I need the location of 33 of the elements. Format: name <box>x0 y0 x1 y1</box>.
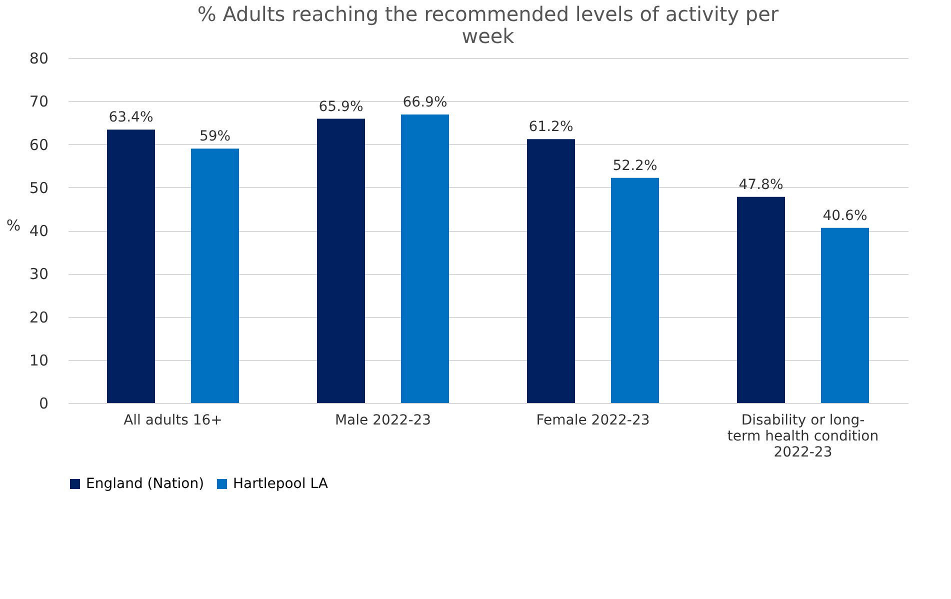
data-label: 59% <box>199 128 231 145</box>
bar <box>737 196 785 403</box>
data-label: 65.9% <box>318 98 364 115</box>
legend-label: England (Nation) <box>86 476 204 492</box>
y-axis-title: % <box>6 216 21 234</box>
bar <box>191 148 239 403</box>
bar <box>317 118 365 403</box>
bar <box>611 178 659 403</box>
y-tick-label: 60 <box>29 136 48 154</box>
y-tick-label: 40 <box>29 222 48 240</box>
bar <box>401 114 449 403</box>
bar <box>527 139 575 403</box>
x-tick-label: Disability or long-term health condition 2022-23 <box>727 412 879 460</box>
y-tick-label: 10 <box>29 351 48 370</box>
bar <box>821 228 869 403</box>
chart-title: % Adults reaching the recommended levels of activity per week <box>197 2 780 48</box>
bar <box>107 130 155 403</box>
x-tick-label: Male 2022-23 <box>334 412 432 428</box>
x-tick-label: All adults 16+ <box>124 412 222 428</box>
legend-label: Hartlepool LA <box>233 476 328 492</box>
data-label: 61.2% <box>528 119 574 136</box>
y-tick-label: 50 <box>29 178 48 197</box>
data-label: 66.9% <box>402 94 448 110</box>
data-label: 47.8% <box>738 176 784 193</box>
y-tick-label: 70 <box>29 92 48 111</box>
x-tick-label: Female 2022-23 <box>536 412 650 428</box>
y-tick-label: 20 <box>29 308 48 326</box>
y-tick-label: 0 <box>38 394 48 412</box>
data-label: 52.2% <box>612 158 658 174</box>
y-tick-label: 80 <box>29 50 48 68</box>
data-label: 40.6% <box>822 208 868 224</box>
data-label: 63.4% <box>108 110 154 126</box>
y-tick-label: 30 <box>29 265 48 284</box>
